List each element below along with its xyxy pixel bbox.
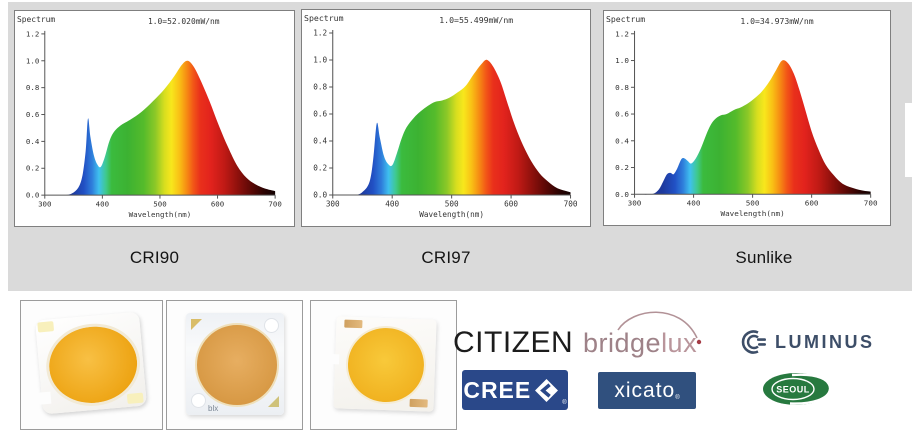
bridgelux-text-b: lux <box>661 328 697 358</box>
svg-text:700: 700 <box>268 200 281 209</box>
spectrum-chart-cri97: 0.0 0.2 0.4 0.6 0.8 1.0 1.2 300 400 500 600 700 Spec… <box>301 9 591 227</box>
spectrum-plot-cri97: 0.0 0.2 0.4 0.6 0.8 1.0 1.2 300 400 500 600 700 Spec… <box>304 13 578 219</box>
svg-text:400: 400 <box>385 200 399 209</box>
svg-text:600: 600 <box>805 199 819 208</box>
spectrum-plot-cri90: 0.0 0.2 0.4 0.6 0.8 1.0 1.2 300 400 500 600 700 Spec… <box>17 15 282 219</box>
svg-text:0.4: 0.4 <box>615 136 629 145</box>
bridgelux-reg-dot <box>696 339 702 345</box>
svg-text:0.2: 0.2 <box>26 164 39 173</box>
cree-text: CREE <box>463 376 532 403</box>
led-substrate <box>330 316 437 412</box>
svg-text:400: 400 <box>687 199 701 208</box>
seoul-swoosh <box>789 373 832 405</box>
svg-text:1.0=52.020mW/nm: 1.0=52.020mW/nm <box>148 17 220 26</box>
bridgelux-text-a: bridge <box>583 328 661 358</box>
svg-text:0.0: 0.0 <box>615 190 629 199</box>
svg-text:Spectrum: Spectrum <box>606 15 645 24</box>
svg-text:1.0=34.973mW/nm: 1.0=34.973mW/nm <box>740 17 814 26</box>
xicato-logo: xicato ® <box>598 372 696 409</box>
seoul-text: SEOUL <box>776 385 810 395</box>
led-emitting-surface <box>195 323 279 407</box>
svg-text:0.4: 0.4 <box>26 137 40 146</box>
svg-text:0.0: 0.0 <box>26 191 39 200</box>
cob-led-photo-3 <box>310 300 457 430</box>
led-marking-text: blx <box>208 404 219 413</box>
svg-text:1.0=55.499mW/nm: 1.0=55.499mW/nm <box>439 15 513 25</box>
svg-text:400: 400 <box>96 200 109 209</box>
svg-text:300: 300 <box>326 200 340 209</box>
svg-text:0.0: 0.0 <box>313 191 327 200</box>
svg-text:1.2: 1.2 <box>26 29 39 38</box>
svg-text:700: 700 <box>564 200 578 209</box>
svg-text:0.6: 0.6 <box>313 110 327 119</box>
svg-text:600: 600 <box>504 200 518 209</box>
chart-caption-sunlike: Sunlike <box>735 248 793 267</box>
led-emitting-surface <box>344 324 428 406</box>
svg-text:0.6: 0.6 <box>26 110 39 119</box>
svg-text:bridgelux: bridgelux <box>583 328 697 358</box>
svg-text:0.8: 0.8 <box>313 83 327 92</box>
spectrum-chart-cri90: 0.0 0.2 0.4 0.6 0.8 1.0 1.2 300 400 500 600 700 Spec… <box>14 10 295 227</box>
bridgelux-swoosh <box>617 311 698 339</box>
luminus-swirl-icon <box>741 330 766 354</box>
svg-text:Spectrum: Spectrum <box>304 13 344 23</box>
svg-text:300: 300 <box>628 199 642 208</box>
xicato-registered-mark: ® <box>675 395 680 401</box>
svg-text:1.0: 1.0 <box>26 56 39 65</box>
seoul-semiconductor-logo: SEOUL <box>763 373 832 405</box>
right-edge-cut-element <box>905 103 912 177</box>
svg-text:0.2: 0.2 <box>615 163 629 172</box>
chart-caption-cri90: CRI90 <box>129 248 180 267</box>
xicato-text: xicato <box>614 378 676 402</box>
svg-text:0.8: 0.8 <box>615 83 629 92</box>
svg-text:0.6: 0.6 <box>615 110 629 119</box>
luminus-text: LUMINUS <box>775 331 875 352</box>
cree-registered-mark: ® <box>562 400 567 406</box>
cob-led-photo-2: blx <box>166 300 303 430</box>
svg-text:Wavelength(nm): Wavelength(nm) <box>419 210 484 219</box>
spectrum-plot-sunlike: 0.0 0.2 0.4 0.6 0.8 1.0 1.2 300 400 500 600 700 Spec… <box>606 15 878 218</box>
svg-text:500: 500 <box>153 200 166 209</box>
svg-text:500: 500 <box>445 200 459 209</box>
svg-text:500: 500 <box>746 199 760 208</box>
chart-caption-cri97: CRI97 <box>421 248 471 267</box>
led-substrate <box>35 311 147 415</box>
cree-diamond-arrow-icon <box>535 378 559 402</box>
citizen-logo: CITIZEN <box>453 326 574 359</box>
svg-text:Wavelength(nm): Wavelength(nm) <box>720 209 784 218</box>
svg-text:1.0: 1.0 <box>615 56 629 65</box>
bridgelux-logo: bridgelux <box>583 311 702 358</box>
svg-text:700: 700 <box>864 199 878 208</box>
svg-text:0.8: 0.8 <box>26 83 39 92</box>
svg-text:600: 600 <box>211 200 224 209</box>
svg-text:Spectrum: Spectrum <box>17 15 55 24</box>
svg-text:Wavelength(nm): Wavelength(nm) <box>129 210 192 219</box>
spectrum-chart-sunlike: 0.0 0.2 0.4 0.6 0.8 1.0 1.2 300 400 500 600 700 Spec… <box>603 10 891 226</box>
led-substrate: blx <box>186 313 284 415</box>
svg-text:1.0: 1.0 <box>313 56 327 65</box>
svg-text:1.2: 1.2 <box>313 29 327 38</box>
cob-led-photo-1 <box>20 300 163 430</box>
svg-text:0.2: 0.2 <box>313 164 327 173</box>
svg-text:300: 300 <box>38 200 51 209</box>
cree-logo: CREE ® <box>462 370 568 410</box>
svg-text:1.2: 1.2 <box>615 29 629 38</box>
svg-text:0.4: 0.4 <box>313 137 327 146</box>
luminus-logo: LUMINUS <box>735 330 875 354</box>
